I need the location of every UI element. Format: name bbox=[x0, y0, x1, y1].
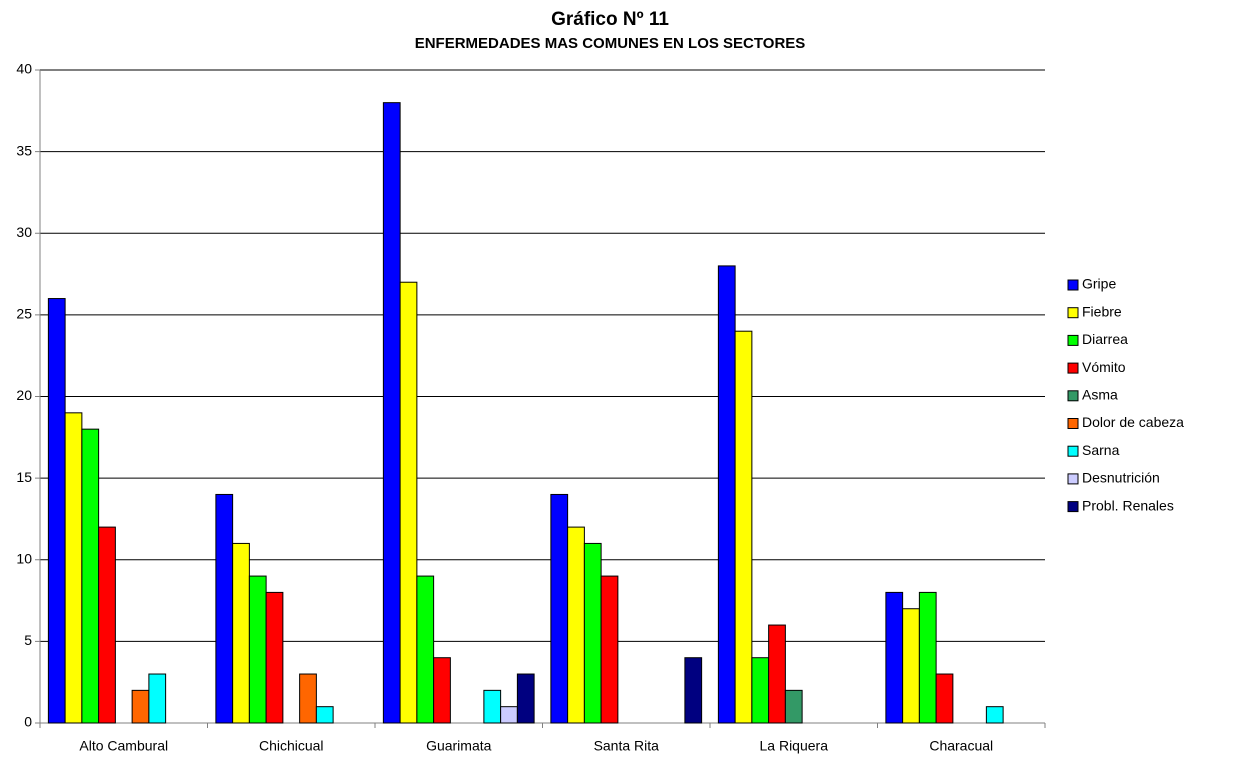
x-tick-label: La Riquera bbox=[760, 738, 829, 754]
bar bbox=[768, 624, 786, 724]
bar bbox=[399, 281, 418, 724]
y-tick-label: 5 bbox=[24, 632, 32, 648]
y-tick-label: 15 bbox=[16, 469, 32, 485]
y-tick-label: 10 bbox=[16, 550, 32, 566]
chart-subtitle: ENFERMEDADES MAS COMUNES EN LOS SECTORES bbox=[415, 35, 806, 52]
bar bbox=[416, 575, 435, 724]
bar bbox=[232, 542, 250, 724]
legend-label: Dolor de cabeza bbox=[1082, 414, 1184, 430]
legend-swatch bbox=[1067, 334, 1079, 346]
legend-swatch bbox=[1067, 418, 1079, 429]
legend-swatch bbox=[1067, 390, 1079, 402]
bar bbox=[500, 706, 518, 724]
bar bbox=[516, 673, 535, 724]
bar bbox=[64, 412, 83, 724]
bar bbox=[583, 542, 602, 724]
bar bbox=[784, 689, 803, 724]
y-tick-label: 30 bbox=[16, 224, 32, 240]
bar bbox=[215, 493, 234, 724]
bar bbox=[985, 706, 1004, 724]
x-tick-label: Alto Cambural bbox=[79, 738, 168, 754]
y-tick-label: 40 bbox=[16, 61, 32, 77]
y-tick-label: 35 bbox=[16, 142, 32, 158]
legend-label: Vómito bbox=[1082, 359, 1126, 375]
bar bbox=[918, 591, 937, 724]
legend-swatch bbox=[1067, 279, 1079, 291]
y-tick-label: 25 bbox=[16, 306, 32, 322]
legend-swatch bbox=[1067, 445, 1079, 457]
y-tick-label: 0 bbox=[24, 714, 32, 730]
y-tick-label: 20 bbox=[16, 387, 32, 403]
legend-label: Asma bbox=[1082, 387, 1118, 403]
chart-title: Gráfico Nº 11 bbox=[551, 9, 669, 30]
x-tick-label: Characual bbox=[929, 738, 993, 754]
bar bbox=[98, 526, 116, 724]
legend-swatch bbox=[1067, 362, 1079, 374]
legend-label: Fiebre bbox=[1082, 303, 1122, 319]
bar bbox=[433, 657, 451, 724]
x-tick-label: Chichicual bbox=[259, 738, 324, 754]
legend-swatch bbox=[1067, 307, 1079, 319]
bar bbox=[600, 575, 619, 724]
bar bbox=[935, 673, 954, 724]
x-tick-label: Guarimata bbox=[426, 738, 492, 754]
bar bbox=[81, 428, 100, 724]
bar bbox=[684, 657, 703, 724]
legend-label: Gripe bbox=[1082, 276, 1116, 292]
bar bbox=[131, 689, 150, 724]
legend-label: Probl. Renales bbox=[1082, 497, 1174, 513]
bar bbox=[567, 526, 585, 724]
legend-label: Desnutrición bbox=[1082, 470, 1160, 486]
legend-swatch bbox=[1067, 501, 1079, 513]
bar bbox=[315, 706, 334, 724]
bar bbox=[550, 493, 569, 724]
bar bbox=[885, 591, 904, 724]
legend-label: Sarna bbox=[1082, 442, 1120, 458]
bar bbox=[47, 298, 66, 724]
bar bbox=[483, 689, 502, 724]
legend-label: Diarrea bbox=[1082, 331, 1128, 347]
bar bbox=[382, 102, 401, 724]
bar bbox=[265, 591, 284, 724]
bar bbox=[299, 673, 317, 724]
legend-swatch bbox=[1067, 473, 1079, 485]
x-tick-label: Santa Rita bbox=[594, 738, 660, 754]
bar bbox=[902, 608, 920, 724]
bar bbox=[148, 673, 167, 724]
bar bbox=[248, 575, 267, 724]
bar bbox=[734, 330, 753, 724]
bar bbox=[751, 657, 770, 724]
bar bbox=[717, 265, 736, 724]
